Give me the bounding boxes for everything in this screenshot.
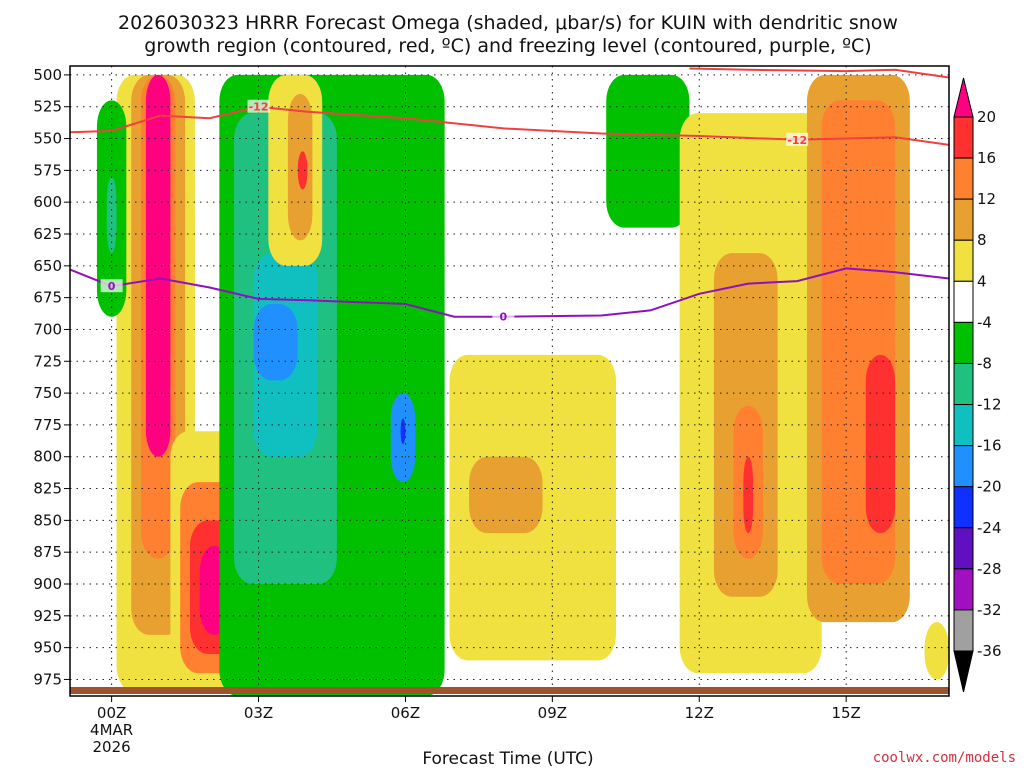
- y-tick-label: 900: [33, 575, 62, 593]
- x-axis-label: Forecast Time (UTC): [422, 749, 593, 768]
- freezing-level-label: 0: [108, 280, 116, 293]
- y-tick-label: 550: [33, 130, 62, 148]
- colorbar-swatch: [953, 362, 974, 406]
- y-tick-label: 975: [33, 670, 62, 688]
- credit-text[interactable]: coolwx.com/models: [873, 750, 1016, 766]
- colorbar-label: 16: [977, 149, 996, 167]
- contour-lines: -12 -12 0 0: [69, 67, 950, 324]
- y-tick-label: 700: [33, 320, 62, 338]
- colorbar-swatch: [953, 486, 974, 529]
- x-tick-label: 15Z: [831, 704, 860, 722]
- dendritic-contour-upper: [689, 67, 950, 79]
- colorbar-swatch: [953, 609, 974, 652]
- colorbar-swatch: [953, 568, 974, 611]
- y-tick-label: 775: [33, 416, 62, 434]
- colorbar-label: -16: [977, 437, 1002, 455]
- colorbar-label: -4: [977, 313, 992, 331]
- y-tick-label: 575: [33, 161, 62, 179]
- omega-colorbar: 20 16 12 8 4 -4 -8 -12 -16 -20 -24 -28 -32 -36: [953, 77, 1002, 693]
- colorbar-swatch: [953, 116, 974, 159]
- freezing-level-label-bg: [100, 279, 123, 293]
- y-tick-label: 675: [33, 289, 62, 307]
- grid-lines: [70, 66, 949, 696]
- colorbar-label: -12: [977, 396, 1002, 414]
- y-tick-label: 850: [33, 511, 62, 529]
- y-tick-label: 650: [33, 257, 62, 275]
- x-tick-label: 03Z: [244, 704, 273, 722]
- omega-cell: [469, 456, 543, 534]
- dendritic-contour-label: -12: [787, 134, 807, 147]
- y-tick-label: 950: [33, 639, 62, 657]
- colorbar-label: -28: [977, 560, 1002, 578]
- x-tick-date: 4MAR: [90, 721, 133, 739]
- x-tick-label: 06Z: [391, 704, 420, 722]
- plot-frame: [69, 65, 950, 697]
- omega-cell: [924, 622, 949, 680]
- omega-cell: [253, 304, 298, 381]
- omega-cell: [145, 74, 171, 457]
- colorbar-swatch: [953, 198, 974, 241]
- colorbar-swatch: [953, 280, 974, 323]
- colorbar-swatch: [953, 157, 974, 200]
- y-tick-label: 625: [33, 225, 62, 243]
- colorbar-label: 4: [977, 272, 987, 290]
- chart-title-line-2: growth region (contoured, red, ºC) and f…: [144, 35, 871, 57]
- colorbar-label: 20: [977, 108, 996, 126]
- y-tick-label: 600: [33, 193, 62, 211]
- colorbar-label: -20: [977, 478, 1002, 496]
- dendritic-contour-minus12: [69, 105, 950, 146]
- colorbar-swatch: [953, 239, 974, 282]
- omega-cell: [297, 151, 308, 190]
- colorbar-swatch: [953, 527, 974, 570]
- omega-cell: [606, 74, 690, 228]
- freezing-level-label: 0: [500, 311, 508, 324]
- dendritic-contour-label-bg: [786, 132, 809, 146]
- colorbar-swatch: [953, 321, 974, 364]
- omega-cell: [743, 456, 754, 534]
- colorbar-top-arrow: [953, 77, 974, 118]
- chart-title-line-1: 2026030323 HRRR Forecast Omega (shaded, …: [118, 12, 898, 34]
- colorbar-swatch: [953, 404, 974, 447]
- y-tick-label: 725: [33, 352, 62, 370]
- y-tick-label: 525: [33, 98, 62, 116]
- colorbar-label: -32: [977, 601, 1002, 619]
- colorbar-bottom-arrow: [953, 650, 974, 693]
- colorbar-swatch: [953, 445, 974, 488]
- colorbar-label: 8: [977, 231, 987, 249]
- x-tick-label: 09Z: [538, 704, 567, 722]
- omega-cell: [865, 354, 896, 534]
- x-tick-label: 00Z: [97, 704, 126, 722]
- omega-cell: [400, 418, 406, 444]
- colorbar-label: 12: [977, 190, 996, 208]
- y-tick-label: 500: [33, 66, 62, 84]
- colorbar-label: -8: [977, 354, 992, 372]
- colorbar-label: -36: [977, 642, 1002, 660]
- x-tick-year: 2026: [93, 738, 131, 756]
- plot-area: -12 -12 0 0: [69, 65, 950, 697]
- dendritic-contour-label: -12: [249, 101, 269, 114]
- y-tick-label: 750: [33, 384, 62, 402]
- y-tick-label: 875: [33, 543, 62, 561]
- y-axis-pressure: 500 525 550 575 600 625 650 675 700 725 750 775 800 8…: [33, 66, 70, 688]
- omega-shading: [96, 74, 949, 697]
- freezing-level-label-bg: [492, 309, 515, 323]
- x-tick-label: 12Z: [685, 704, 714, 722]
- ground-surface: [70, 687, 949, 694]
- colorbar-label: -24: [977, 519, 1002, 537]
- y-tick-label: 825: [33, 480, 62, 498]
- y-tick-label: 800: [33, 448, 62, 466]
- y-tick-label: 925: [33, 607, 62, 625]
- dendritic-contour-label-bg: [247, 99, 270, 113]
